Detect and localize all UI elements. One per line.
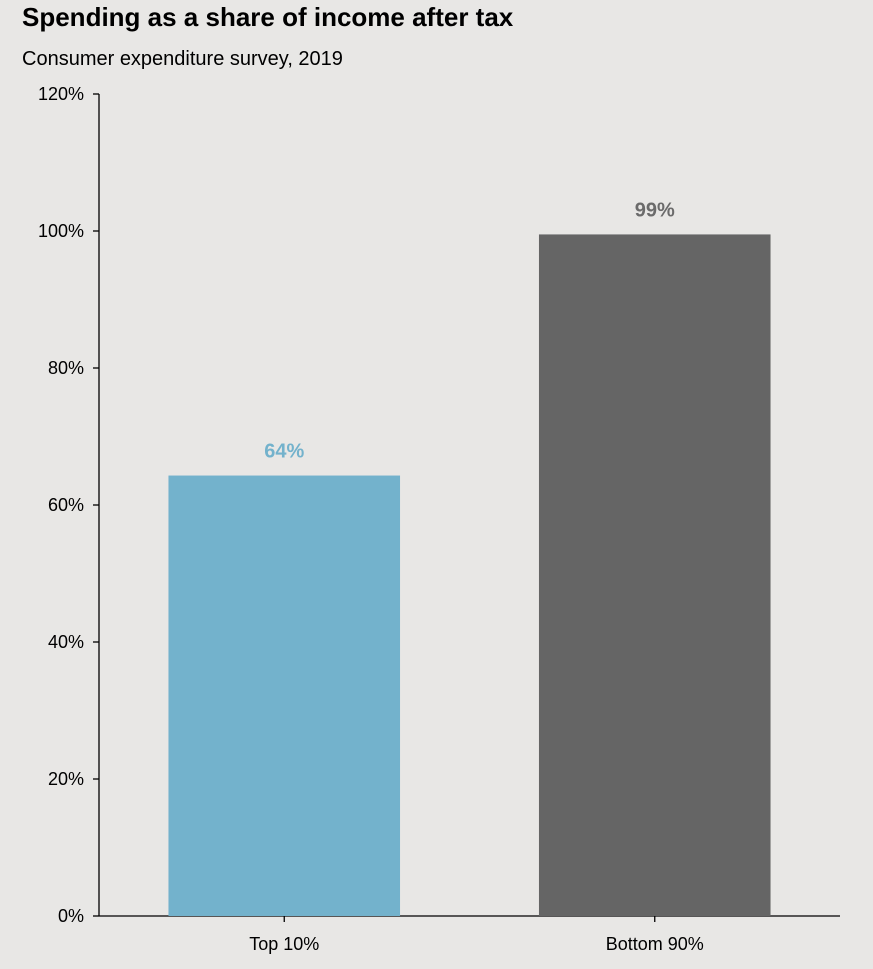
y-tick-label: 40% (48, 632, 84, 652)
y-tick-label: 120% (38, 84, 84, 104)
y-tick-label: 80% (48, 358, 84, 378)
y-tick-label: 0% (58, 906, 84, 926)
x-tick-label: Bottom 90% (606, 934, 704, 954)
bar-top-10 (168, 475, 401, 916)
bars (168, 234, 771, 917)
bar-bottom-90 (538, 234, 771, 917)
axes: 0% 20% 40% 60% 80% 100% 120% (38, 84, 840, 926)
chart-subtitle: Consumer expenditure survey, 2019 (22, 48, 343, 70)
y-tick-label: 20% (48, 769, 84, 789)
y-tick-label: 100% (38, 221, 84, 241)
data-label: 64% (264, 441, 304, 463)
data-label: 99% (635, 199, 675, 221)
y-tick-label: 60% (48, 495, 84, 515)
x-tick-label: Top 10% (249, 934, 319, 954)
labels: Top 10% 64% Bottom 90% 99% (249, 199, 704, 954)
chart-title: Spending as a share of income after tax (22, 2, 514, 32)
